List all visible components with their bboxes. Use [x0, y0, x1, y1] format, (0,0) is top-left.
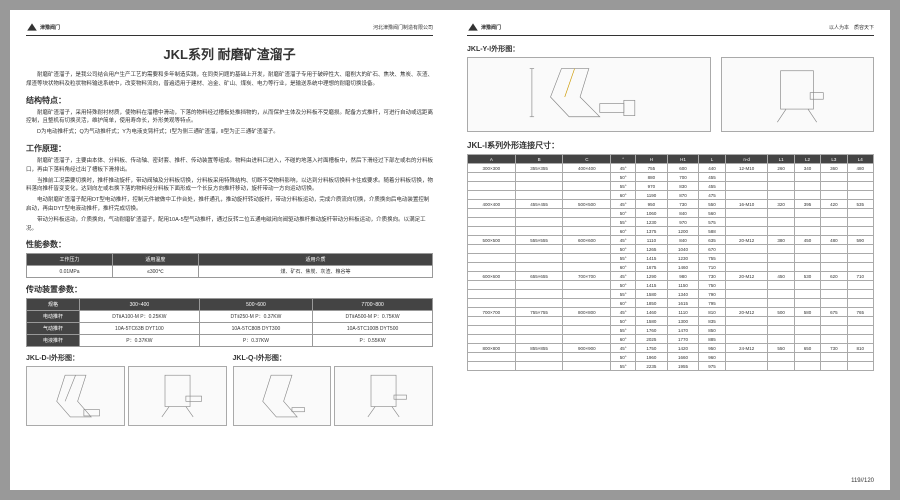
page-spread: 津豫阀门 河北津豫阀门制造有限公司 JKL系列 耐磨矿渣溜子 耐磨矿渣溜子，是我…: [10, 10, 890, 490]
table-row: 500×500555×555600×60045°111084063520-M12…: [468, 236, 874, 245]
table-row: 60°13751200588: [468, 227, 874, 236]
struct-heading: 结构特点：: [26, 95, 433, 106]
dimension-table: ABC°HH1Ln-dL1L2L3L4 300×300355×355400×40…: [467, 154, 874, 371]
table-row: 50°1060840560: [468, 209, 874, 218]
perf-heading: 性能参数：: [26, 239, 433, 250]
work-text: 耐磨矿渣溜子，主要由本体、分料板、传动轴、密封套、推杆、传动装置等组成。物料由进…: [26, 157, 433, 233]
struct-text: 耐磨矿渣溜子，采用特殊耐衬材质，使物料在溜槽中滑动，下落的物料经过槽板处推挡物的…: [26, 109, 433, 137]
page-header-right: 津豫阀门 以人为本 质容天下: [467, 22, 874, 36]
table-row: 55°17601470850: [468, 326, 874, 335]
diagram-y-side: [721, 57, 874, 132]
table-row: 55°970830455: [468, 182, 874, 191]
table-row: 50°19601660960: [468, 353, 874, 362]
brand-name: 津豫阀门: [481, 24, 501, 31]
logo-icon: [26, 22, 38, 32]
trans-heading: 传动装置参数：: [26, 284, 433, 295]
table-row: 60°20251770885: [468, 335, 874, 344]
table-row: 800×800855×855900×90045°1750142095024-M1…: [468, 344, 874, 353]
diagram-row: JKL-D-Ⅰ外形图： JKL-Q-Ⅰ外形图：: [26, 353, 433, 426]
diagram-d-1: [26, 366, 125, 426]
diagram-q-2: [334, 366, 433, 426]
diag-y-title: JKL-Y-Ⅰ外形图：: [467, 44, 874, 54]
logo-icon: [467, 22, 479, 32]
brand-name: 津豫阀门: [40, 24, 60, 31]
table-row: 55°22351955975: [468, 362, 874, 371]
table-row: 400×400455×455500×50045°95073055016-M103…: [468, 200, 874, 209]
work-heading: 工作原理：: [26, 143, 433, 154]
table-row: 700×700755×755800×80045°1460111081020-M1…: [468, 308, 874, 317]
table-row: 60°18501615795: [468, 299, 874, 308]
table-row: 55°14151230755: [468, 254, 874, 263]
top-diagrams: [467, 57, 874, 132]
table-row: 55°15801340790: [468, 290, 874, 299]
page-number: 119//120: [851, 478, 874, 484]
dim-heading: JKL-Ⅰ系列外形连接尺寸：: [467, 140, 874, 151]
brand-logo-right: 津豫阀门: [467, 22, 501, 32]
diagram-q-1: [233, 366, 332, 426]
trans-table: 规格300~400500~6007700~800 电动推杆DTⅡA100-M P…: [26, 298, 433, 347]
main-title: JKL系列 耐磨矿渣溜子: [26, 44, 433, 63]
diagram-d-2: [128, 366, 227, 426]
company-name: 河北津豫阀门制造有限公司: [373, 24, 433, 31]
dim-header-row: ABC°HH1Ln-dL1L2L3L4: [468, 155, 874, 164]
table-row: 50°15801300835: [468, 317, 874, 326]
table-row: 50°14151150750: [468, 281, 874, 290]
brand-logo: 津豫阀门: [26, 22, 60, 32]
table-row: 60°16751460710: [468, 263, 874, 272]
diag-d-title: JKL-D-Ⅰ外形图：: [26, 353, 227, 363]
table-row: 55°1230970575: [468, 218, 874, 227]
page-header: 津豫阀门 河北津豫阀门制造有限公司: [26, 22, 433, 36]
table-row: 600×600655×655700×70045°129098073020-M12…: [468, 272, 874, 281]
left-page: 津豫阀门 河北津豫阀门制造有限公司 JKL系列 耐磨矿渣溜子 耐磨矿渣溜子，是我…: [10, 10, 449, 490]
table-row: 60°1190870475: [468, 191, 874, 200]
table-row: 50°12651040670: [468, 245, 874, 254]
slogan-text: 以人为本 质容天下: [829, 24, 874, 31]
right-page: 津豫阀门 以人为本 质容天下 JKL-Y-Ⅰ外形图： JKL-Ⅰ系列外形连接尺寸…: [451, 10, 890, 490]
intro-text: 耐磨矿渣溜子，是我公司结合用户生产工艺的需要和多年制造实践，在同类问题的基础上开…: [26, 71, 433, 89]
perf-table: 工作压力适用温度适用介质 0.01MPa≤300℃煤、矿石、焦炭、灰渣、粮谷等: [26, 253, 433, 278]
table-row: 300×300355×355400×40045°75560044012-M102…: [468, 164, 874, 173]
diag-q-title: JKL-Q-Ⅰ外形图：: [233, 353, 434, 363]
diagram-y-main: [467, 57, 711, 132]
table-row: 50°880700455: [468, 173, 874, 182]
